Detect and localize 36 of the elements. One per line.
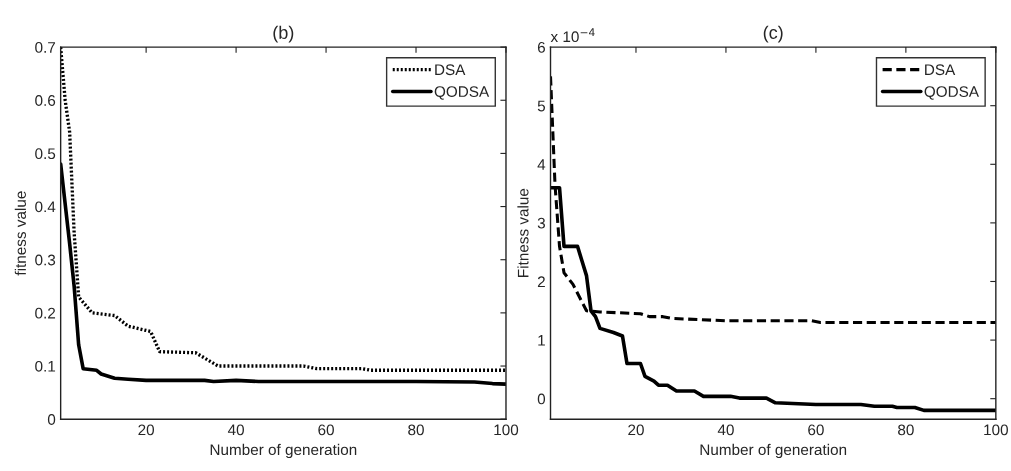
y-tick-label: 5 xyxy=(537,100,546,112)
chart-title: (b) xyxy=(273,25,294,43)
x-tick-label: 40 xyxy=(227,424,244,436)
x-tick-label: 20 xyxy=(628,424,644,436)
y-tick-label: 0 xyxy=(47,414,56,425)
y-tick-label: 2 xyxy=(537,276,545,288)
y-axis-title: Fitness value xyxy=(517,188,529,277)
y-tick-label: 6 xyxy=(537,41,545,53)
y-tick-label: 4 xyxy=(537,159,546,170)
x-tick-label: 80 xyxy=(898,424,914,436)
x-tick-label: 20 xyxy=(138,424,155,436)
y-tick-label: 0.4 xyxy=(35,201,56,213)
y-tick-label: 0.7 xyxy=(35,41,56,53)
x-tick-label: 60 xyxy=(318,424,334,436)
chart-title: (c) xyxy=(763,25,783,43)
x-tick-label: 40 xyxy=(717,424,734,436)
y-tick-label: 0.6 xyxy=(35,95,56,106)
x-axis-title: Number of generation xyxy=(700,443,847,459)
text: x 10$^{−4}$ xyxy=(550,28,595,43)
y-tick-label: 0.2 xyxy=(35,307,56,319)
legend-label: QODSA xyxy=(434,86,490,100)
x-tick-label: 100 xyxy=(984,424,1008,436)
x-tick-label: 80 xyxy=(408,424,424,436)
y-tick-label: 1 xyxy=(538,335,545,346)
legend-label: QODSA xyxy=(924,86,979,100)
legend-label: DSA xyxy=(925,64,956,76)
y-tick-label: 0.5 xyxy=(35,148,56,160)
y-axis-title: fitness value xyxy=(14,191,26,276)
legend-label: DSA xyxy=(435,64,466,76)
x-tick-label: 60 xyxy=(808,424,824,436)
x-tick-label: 100 xyxy=(494,424,519,436)
y-tick-label: 0.3 xyxy=(35,254,56,266)
x-axis-title: Number of generation xyxy=(210,443,357,459)
y-tick-label: 0.1 xyxy=(35,360,56,372)
y-tick-label: 3 xyxy=(537,217,545,229)
y-tick-label: 0 xyxy=(537,393,546,405)
